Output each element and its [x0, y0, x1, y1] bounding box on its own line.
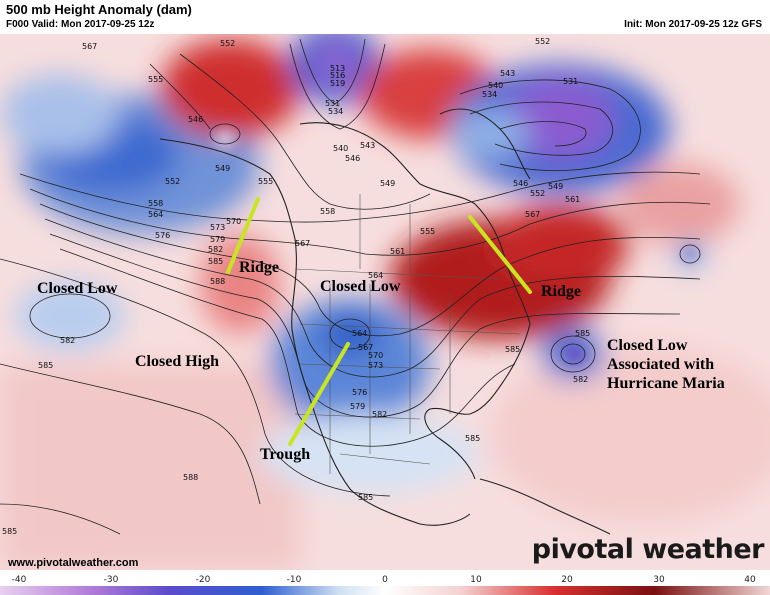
label-546-gr: 546	[513, 179, 528, 188]
brand-logo: pivotal weather	[531, 534, 765, 565]
label-552-pac: 552	[165, 177, 180, 186]
ridge-axis-east	[468, 215, 532, 294]
website-url: www.pivotalweather.com	[8, 557, 139, 569]
height-anomaly-map: 567 552 555 546 549 552 558 564 576 555 …	[0, 34, 770, 570]
label-549-gr: 549	[548, 182, 563, 191]
label-585-sw: 585	[2, 527, 17, 536]
label-585-east: 585	[505, 345, 520, 354]
label-558-pac: 558	[148, 199, 163, 208]
label-549-pac: 549	[215, 164, 230, 173]
tick-0: 0	[382, 575, 388, 585]
label-552-gr2: 552	[530, 189, 545, 198]
label-582-tr: 582	[372, 410, 387, 419]
label-552-gr: 552	[535, 37, 550, 46]
label-531-arc: 531	[325, 99, 340, 108]
label-516: 516	[330, 71, 345, 80]
label-561-gr: 561	[565, 195, 580, 204]
label-546-can: 546	[345, 154, 360, 163]
tick-20: 20	[561, 575, 573, 585]
label-585-gulf: 585	[465, 434, 480, 443]
init-time: Init: Mon 2017-09-25 12z GFS	[624, 19, 762, 30]
annotation-maria-line2: Associated with	[607, 356, 715, 373]
coastlines	[159, 108, 611, 535]
colorbar: -40 -30 -20 -10 0 10 20 30 40	[0, 575, 770, 595]
label-558-can: 558	[320, 207, 335, 216]
annotation-ridge-west: Ridge	[239, 259, 279, 276]
label-561-can: 561	[390, 247, 405, 256]
label-564-can: 564	[368, 271, 383, 280]
label-567-east: 567	[525, 210, 540, 219]
ridge-axis-west	[226, 197, 260, 274]
label-579-wc: 579	[210, 235, 225, 244]
label-555-wc: 555	[258, 177, 273, 186]
map-title: 500 mb Height Anomaly (dam)	[6, 2, 192, 17]
label-567-can: 567	[295, 239, 310, 248]
annotation-ridge-east: Ridge	[541, 283, 581, 300]
tick-neg30: -30	[104, 575, 119, 585]
annotation-closed-high: Closed High	[135, 353, 220, 370]
tick-30: 30	[653, 575, 665, 585]
label-588-pac: 588	[183, 473, 198, 482]
label-585-wc: 585	[208, 257, 223, 266]
annotation-maria-line3: Hurricane Maria	[607, 375, 725, 392]
label-549-can: 549	[380, 179, 395, 188]
label-537-gr: 534	[482, 90, 497, 99]
label-588-wc: 588	[210, 277, 225, 286]
label-519: 519	[330, 79, 345, 88]
label-582-maria: 582	[573, 375, 588, 384]
label-513: 513	[330, 64, 345, 73]
tick-neg40: -40	[12, 575, 27, 585]
tick-10: 10	[470, 575, 482, 585]
label-570-wc: 570	[226, 217, 241, 226]
label-582-wc: 582	[208, 245, 223, 254]
label-534-arc: 534	[328, 107, 343, 116]
tick-40: 40	[744, 575, 756, 585]
label-555-pac: 555	[148, 75, 163, 84]
annotation-trough: Trough	[260, 446, 311, 463]
colorbar-gradient	[0, 586, 770, 595]
label-540-can: 540	[333, 144, 348, 153]
label-567-nw: 567	[82, 42, 97, 51]
annotation-closed-low-west: Closed Low	[37, 280, 118, 297]
label-552-nw: 552	[220, 39, 235, 48]
label-582-west: 582	[60, 336, 75, 345]
tick-neg10: -10	[287, 575, 302, 585]
label-531-gr: 531	[563, 77, 578, 86]
label-570-tr: 570	[368, 351, 383, 360]
valid-time: F000 Valid: Mon 2017-09-25 12z	[6, 19, 155, 30]
label-543-gr: 543	[500, 69, 515, 78]
label-546-pac: 546	[188, 115, 203, 124]
contour-labels: 567 552 555 546 549 552 558 564 576 555 …	[2, 37, 590, 536]
label-585-maria: 585	[575, 329, 590, 338]
tick-neg20: -20	[196, 575, 211, 585]
map-header: 500 mb Height Anomaly (dam) F000 Valid: …	[0, 0, 770, 34]
label-579-tr: 579	[350, 402, 365, 411]
label-585-mex: 585	[358, 493, 373, 502]
annotation-closed-low-central: Closed Low	[320, 278, 401, 295]
trough-axis	[288, 342, 350, 446]
label-555-can: 555	[420, 227, 435, 236]
label-576-tr: 576	[352, 388, 367, 397]
label-576-pac: 576	[155, 231, 170, 240]
axis-lines	[226, 197, 532, 446]
label-564-pac: 564	[148, 210, 163, 219]
height-contours	[0, 38, 711, 535]
label-567-tr: 567	[358, 343, 373, 352]
label-573-wc: 573	[210, 223, 225, 232]
anomaly-shading	[0, 34, 770, 570]
label-564-tr: 564	[352, 329, 367, 338]
label-573-tr: 573	[368, 361, 383, 370]
annotation-maria-line1: Closed Low	[607, 337, 688, 354]
label-540-gr: 540	[488, 81, 503, 90]
label-543-can: 543	[360, 141, 375, 150]
label-585-west: 585	[38, 361, 53, 370]
